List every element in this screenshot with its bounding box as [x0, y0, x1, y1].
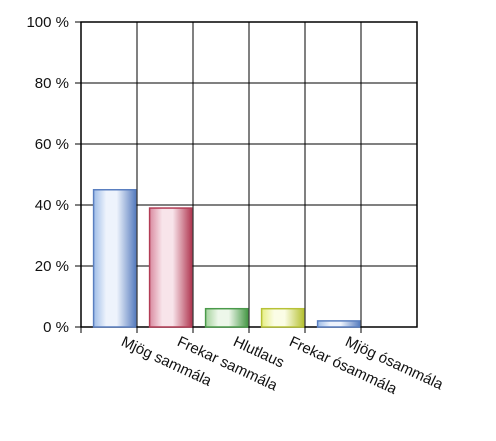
y-tick-label: 100 % — [26, 14, 69, 31]
bars — [92, 189, 361, 328]
bar-5 — [316, 320, 361, 328]
y-tick-label: 20 % — [35, 258, 69, 275]
y-tick-label: 0 % — [43, 319, 69, 336]
bar-3 — [204, 307, 249, 328]
bar-4 — [260, 307, 305, 328]
y-tick-label: 80 % — [35, 75, 69, 92]
bar-1 — [92, 189, 137, 328]
y-tick-label: 40 % — [35, 197, 69, 214]
grid — [75, 21, 418, 333]
y-axis-ticks: 0 % 20 % 40 % 60 % 80 % 100 % — [26, 14, 69, 336]
bar-2 — [148, 207, 193, 328]
y-tick-label: 60 % — [35, 136, 69, 153]
